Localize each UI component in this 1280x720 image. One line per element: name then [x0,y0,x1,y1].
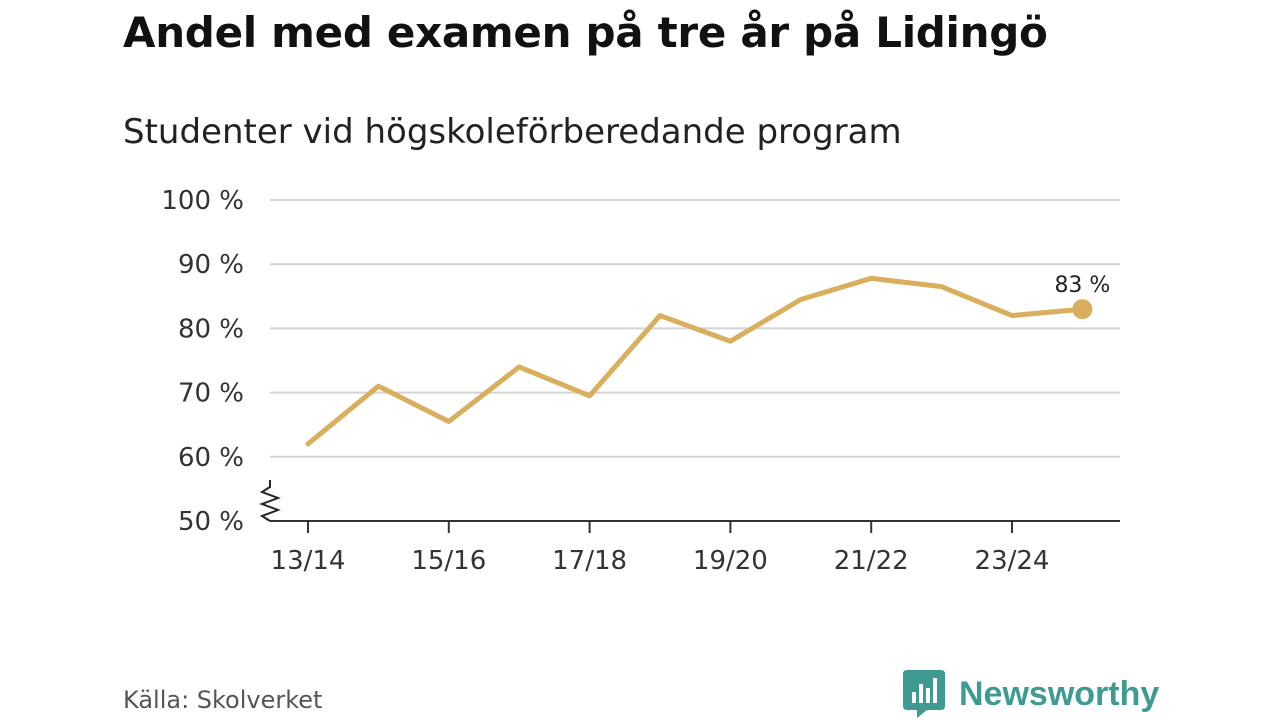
brand-logo: Newsworthy [903,670,1159,718]
y-tick-label: 70 % [178,379,244,409]
y-tick-label: 90 % [178,250,244,280]
y-tick-label: 100 % [161,186,244,216]
x-axis: 13/14 15/16 17/18 19/20 21/22 23/24 [259,480,1120,576]
x-tick-label: 21/22 [834,546,909,576]
y-tick-label: 60 % [178,443,244,473]
source-note: Källa: Skolverket [123,686,323,714]
chart-title: Andel med examen på tre år på Lidingö [123,8,1048,57]
y-tick-label: 80 % [178,314,244,344]
end-point-marker [1072,299,1093,320]
x-tick-label: 15/16 [411,546,486,576]
y-axis-labels: 50 % 60 % 70 % 80 % 90 % 100 % [161,186,244,537]
x-tick-label: 19/20 [693,546,768,576]
x-tick-label: 23/24 [975,546,1050,576]
x-tick-label: 13/14 [271,546,346,576]
series [305,275,1093,447]
series-line [305,275,1085,447]
end-value-label: 83 % [1054,273,1110,298]
data-labels: 83 % [1054,273,1110,298]
x-tick-label: 17/18 [552,546,627,576]
axis-break-mark [259,480,281,522]
y-tick-label: 50 % [178,507,244,537]
chart-subtitle: Studenter vid högskoleförberedande progr… [123,112,902,152]
newsworthy-logo-icon [903,670,945,718]
brand-name: Newsworthy [959,674,1160,713]
